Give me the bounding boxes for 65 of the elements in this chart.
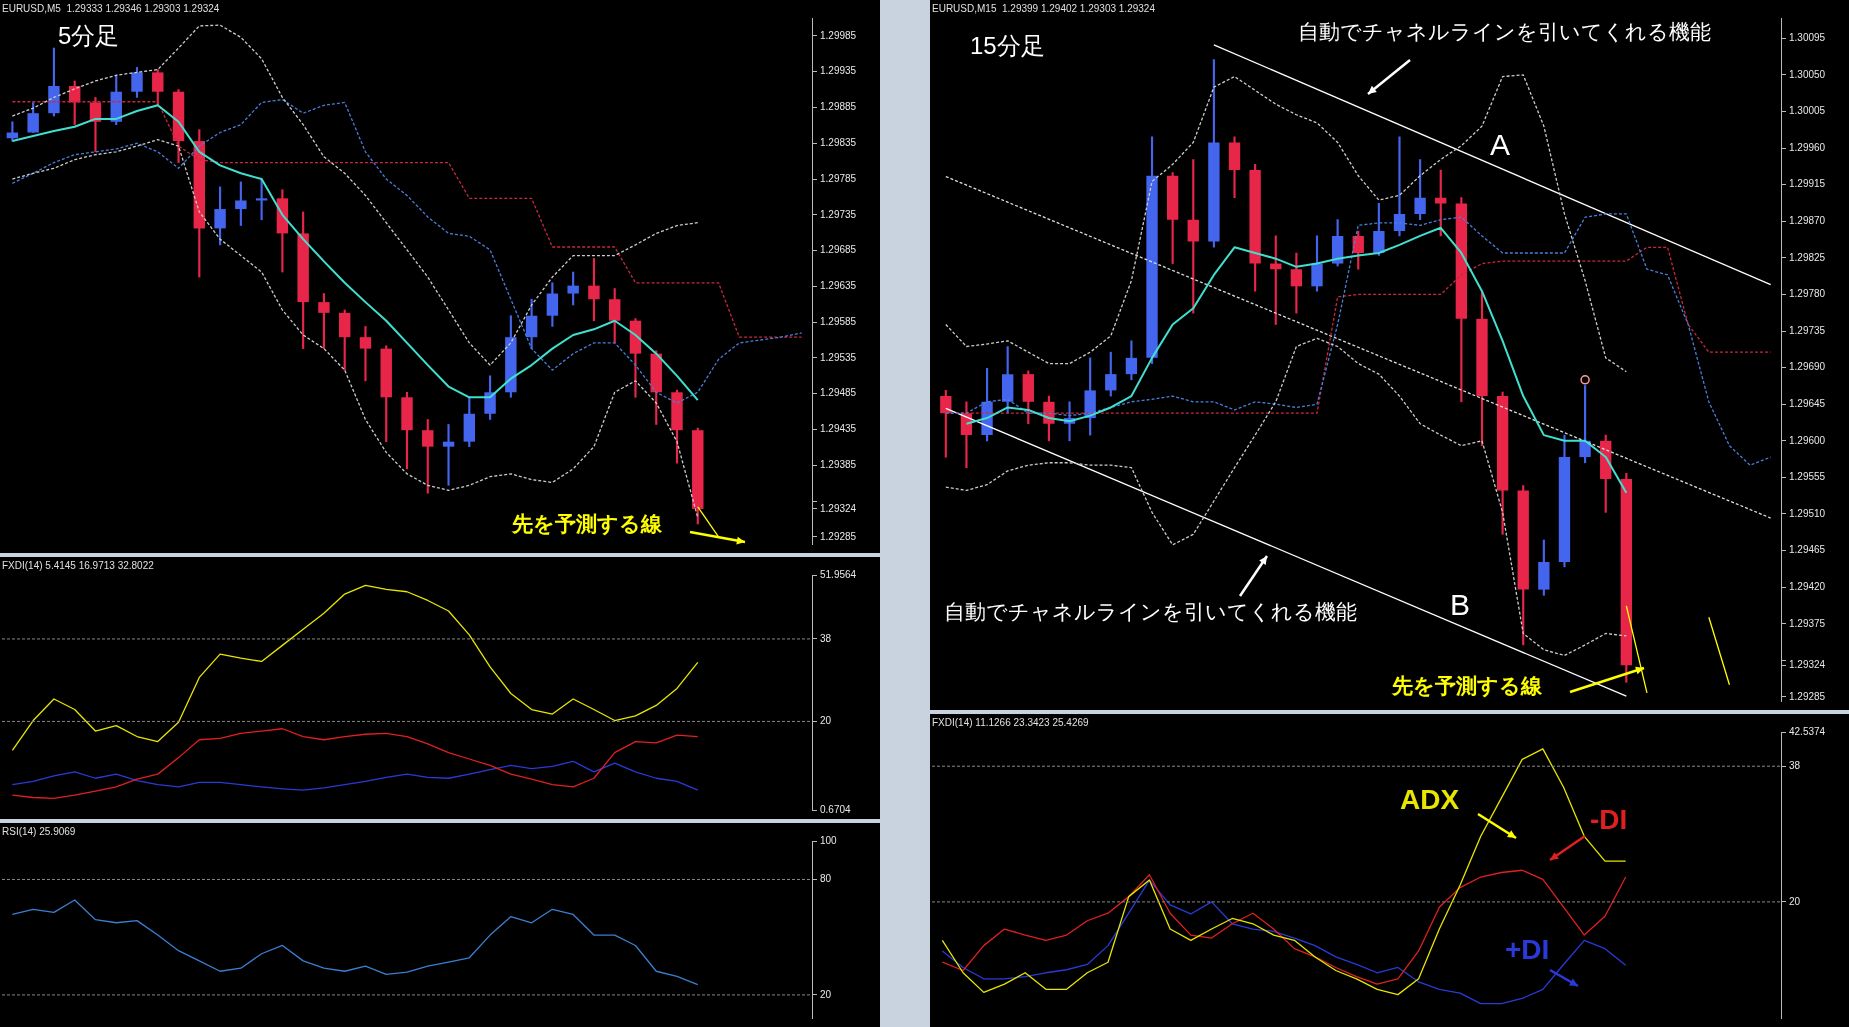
y-tick-label: 80 [820, 873, 832, 885]
annotation: B [1450, 588, 1471, 622]
y-tick-label: 20 [1789, 895, 1801, 907]
y-tick-label: 1.29555 [1789, 471, 1826, 483]
chart-title: EURUSD,M5 1.29333 1.29346 1.29303 1.29324 [2, 2, 220, 14]
y-tick-label: 0.6704 [820, 803, 852, 815]
y-tick-label: 1.29735 [820, 208, 857, 220]
y-tick-label: 1.29285 [820, 530, 857, 542]
annotation: 先を予測する線 [1392, 673, 1542, 699]
y-tick-label: 1.29785 [820, 172, 857, 184]
annotation: 先を予測する線 [512, 511, 662, 537]
series-label: -DI [1590, 804, 1628, 836]
y-tick-label: 1.29985 [820, 29, 857, 41]
line-series [945, 337, 1627, 657]
y-tick-label: 1.29645 [1789, 397, 1826, 409]
y-tick-label: 1.29635 [820, 280, 857, 292]
y-tick-label: 1.29960 [1789, 141, 1826, 153]
y-tick-label: 1.29375 [1789, 617, 1826, 629]
series-label: ADX [1400, 784, 1460, 816]
chart-title: FXDI(14) 11.1266 23.3423 25.4269 [932, 716, 1090, 728]
y-tick-label: 1.29735 [1789, 324, 1826, 336]
line-series [11, 98, 803, 404]
chart-title: EURUSD,M15 1.29399 1.29402 1.29303 1.29324 [932, 2, 1156, 14]
y-tick-label: 20 [820, 715, 832, 727]
y-tick-label: 1.29385 [820, 459, 857, 471]
y-tick-label: 1.29600 [1789, 434, 1826, 446]
y-tick-label: 1.29510 [1789, 507, 1826, 519]
y-tick-label: 1.29585 [820, 315, 857, 327]
y-tick-label: 38 [1789, 759, 1801, 771]
y-tick-label: 1.30050 [1789, 68, 1826, 80]
chart-title: RSI(14) 25.9069 [2, 825, 76, 837]
y-tick-label: 38 [820, 632, 832, 644]
y-tick-label: 100 [820, 834, 838, 846]
y-tick-label: 1.29685 [820, 244, 857, 256]
text: 15分足 [970, 31, 1045, 61]
line-series [11, 24, 699, 366]
y-tick-label: 1.29825 [1789, 251, 1826, 263]
y-tick-label: 1.29465 [1789, 544, 1826, 556]
y-tick-label: 51.9564 [820, 568, 857, 580]
y-tick-label: 1.29535 [820, 351, 857, 363]
y-tick-label: 1.30095 [1789, 32, 1826, 44]
series-label: +DI [1505, 934, 1550, 966]
line-series [945, 74, 1627, 373]
y-tick-label: 1.30005 [1789, 105, 1826, 117]
y-tick-label: 1.29780 [1789, 288, 1826, 300]
y-tick-label: 1.29935 [820, 65, 857, 77]
annotation: A [1490, 128, 1511, 162]
annotation: 自動でチャネルラインを引いてくれる機能 [944, 599, 1357, 625]
y-tick-label: 1.29915 [1789, 178, 1826, 190]
y-tick-label: 1.29870 [1789, 215, 1826, 227]
candlestick [235, 181, 247, 226]
annotation: 自動でチャネルラインを引いてくれる機能 [1298, 19, 1711, 45]
y-tick-label: 42.5374 [1789, 725, 1826, 737]
y-tick-label: 1.29690 [1789, 361, 1826, 373]
y-tick-label: 1.29485 [820, 387, 857, 399]
y-tick-label: 1.29285 [1789, 690, 1826, 702]
y-tick-label: 1.29885 [820, 101, 857, 113]
y-tick-label: 1.29420 [1789, 580, 1826, 592]
y-tick-label: 1.29435 [820, 423, 857, 435]
y-tick-label: 20 [820, 988, 832, 1000]
chart-title: FXDI(14) 5.4145 16.9713 32.8022 [2, 559, 155, 571]
y-tick-label: 1.29835 [820, 136, 857, 148]
y-tick-label: 1.29324 [820, 502, 857, 514]
chart-subtitle: 5分足 [58, 21, 120, 51]
y-tick-label: 1.29324 [1789, 658, 1826, 670]
